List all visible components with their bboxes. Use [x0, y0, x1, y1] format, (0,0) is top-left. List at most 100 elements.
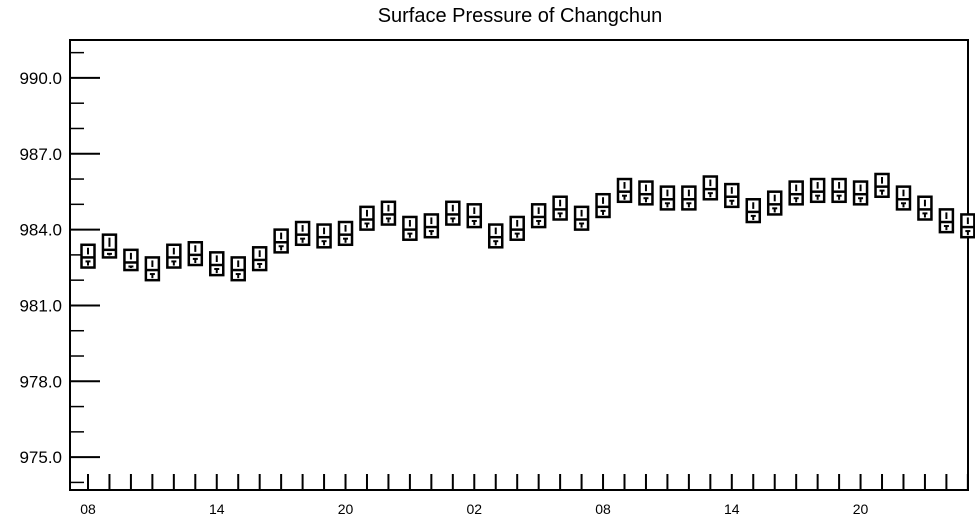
box-rect	[595, 192, 611, 219]
box-item	[552, 195, 568, 221]
y-tick-label: 984.0	[19, 221, 62, 240]
box-item	[530, 203, 547, 229]
box-item	[809, 177, 826, 204]
plot-area-frame	[69, 39, 969, 491]
box-rect	[874, 172, 890, 198]
box-rect	[123, 248, 139, 272]
chart-title: Surface Pressure of Changchun	[378, 5, 663, 27]
box-item	[209, 251, 225, 277]
box-rect	[144, 256, 161, 282]
box-item	[917, 195, 933, 221]
x-tick-label: 14	[209, 501, 225, 517]
box-rect	[487, 223, 504, 249]
box-item	[874, 172, 890, 198]
box-rect	[960, 213, 975, 239]
box-item	[380, 200, 397, 226]
box-item	[509, 215, 525, 241]
box-item	[895, 185, 912, 211]
box-rect	[788, 180, 804, 206]
x-tick-label: 20	[338, 501, 354, 517]
y-tick-label: 990.0	[19, 69, 62, 88]
x-axis: 081420020814200208	[80, 474, 969, 517]
box-item	[166, 243, 182, 269]
box-item	[766, 190, 783, 216]
box-rect	[80, 243, 96, 269]
box-rect	[380, 200, 397, 226]
box-item	[294, 220, 311, 247]
box-rect	[938, 208, 955, 234]
box-item	[359, 205, 375, 231]
box-rect	[831, 177, 847, 204]
box-rect	[209, 251, 225, 277]
box-item	[316, 223, 332, 249]
box-rect	[724, 182, 740, 209]
box-rect	[681, 185, 697, 211]
box-item	[402, 215, 418, 241]
box-item	[487, 223, 504, 249]
box-rect	[337, 220, 354, 247]
box-rect	[552, 195, 568, 221]
box-rect	[402, 215, 418, 241]
box-item	[659, 185, 676, 211]
box-item	[616, 177, 633, 204]
box-rect	[251, 246, 268, 272]
box-rect	[445, 200, 461, 226]
box-item	[788, 180, 804, 206]
box-rect	[766, 190, 783, 216]
box-rect	[294, 220, 311, 247]
box-rect	[187, 240, 204, 267]
box-item	[638, 180, 654, 206]
box-rect	[423, 213, 440, 239]
y-tick-label: 978.0	[19, 372, 62, 391]
box-rect	[466, 203, 483, 229]
box-rect	[852, 180, 869, 206]
box-item	[251, 246, 268, 272]
box-item	[230, 256, 246, 282]
box-rect	[895, 185, 912, 211]
box-rect	[659, 185, 676, 211]
box-item	[273, 228, 289, 254]
box-rect	[273, 228, 289, 254]
box-rect	[509, 215, 525, 241]
box-rect	[230, 256, 246, 282]
box-item	[423, 213, 440, 239]
box-rect	[917, 195, 933, 221]
box-item	[101, 233, 118, 259]
x-tick-label: 20	[853, 501, 869, 517]
y-tick-label: 975.0	[19, 448, 62, 467]
box-item	[702, 175, 719, 201]
box-rect	[316, 223, 332, 249]
box-item	[337, 220, 354, 247]
box-rect	[616, 177, 633, 204]
box-rect	[530, 203, 547, 229]
box-item	[80, 243, 96, 269]
box-series	[80, 172, 975, 282]
box-item	[938, 208, 955, 234]
box-item	[681, 185, 697, 211]
box-item	[745, 198, 762, 224]
box-item	[724, 182, 740, 209]
box-item	[960, 213, 975, 239]
x-tick-label: 08	[595, 501, 611, 517]
x-tick-label: 14	[724, 501, 740, 517]
y-tick-label: 987.0	[19, 145, 62, 164]
box-rect	[809, 177, 826, 204]
box-item	[123, 248, 139, 272]
box-rect	[702, 175, 719, 201]
box-item	[187, 240, 204, 267]
box-item	[445, 200, 461, 226]
box-rect	[638, 180, 654, 206]
box-rect	[573, 205, 590, 231]
box-item	[573, 205, 590, 231]
x-tick-label: 08	[80, 501, 96, 517]
box-rect	[359, 205, 375, 231]
box-item	[466, 203, 483, 229]
box-item	[144, 256, 161, 282]
y-tick-label: 981.0	[19, 296, 62, 315]
box-rect	[166, 243, 182, 269]
box-item	[831, 177, 847, 204]
box-rect	[745, 198, 762, 224]
box-item	[852, 180, 869, 206]
box-item	[595, 192, 611, 219]
